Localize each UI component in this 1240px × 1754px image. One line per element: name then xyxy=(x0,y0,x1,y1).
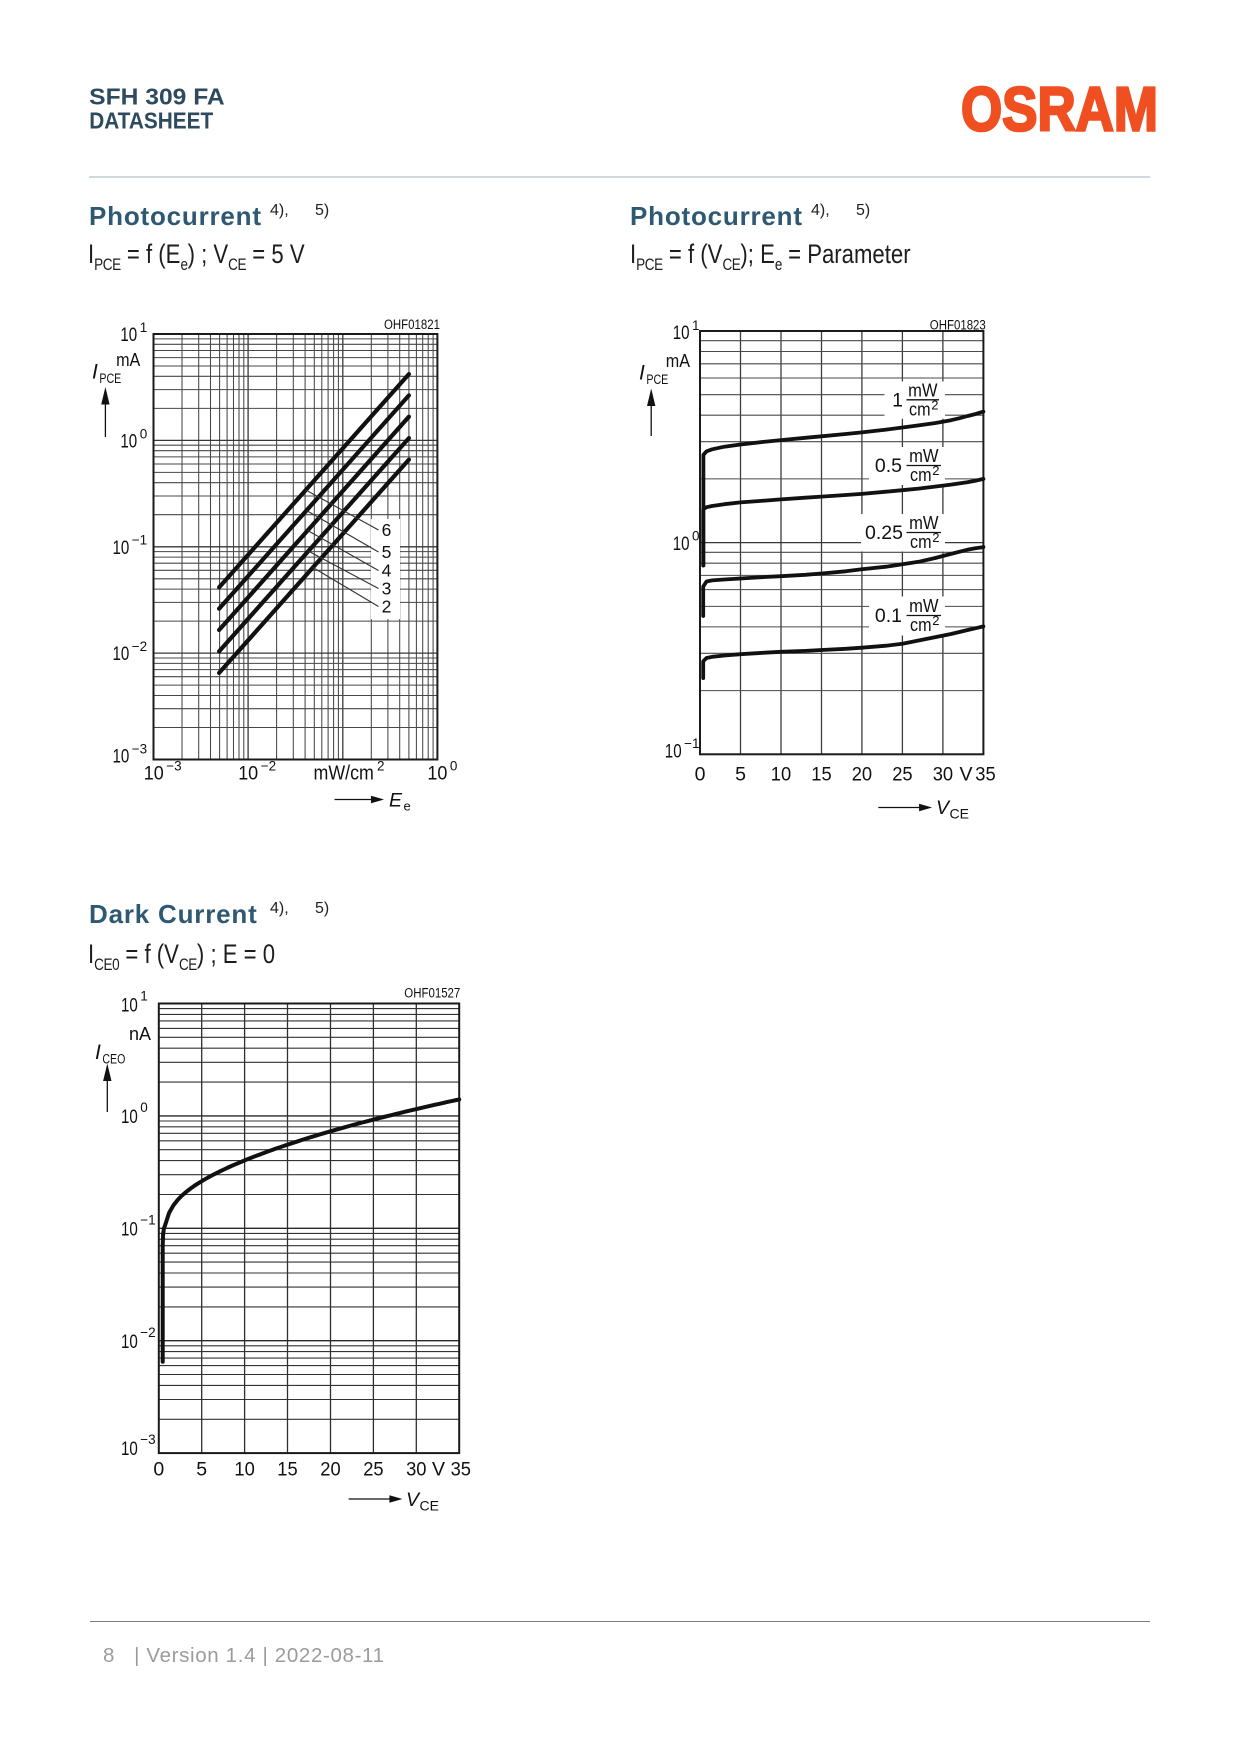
svg-text:mA: mA xyxy=(116,349,141,370)
svg-text:0: 0 xyxy=(140,426,148,441)
svg-text:IPCE: I PCE xyxy=(92,361,121,387)
svg-text:10: 10 xyxy=(121,1331,138,1353)
svg-text:2: 2 xyxy=(382,597,392,617)
svg-text:10: 10 xyxy=(121,1438,138,1460)
svg-text:10: 10 xyxy=(113,537,130,559)
svg-text:10: 10 xyxy=(673,322,690,344)
svg-text:−3: −3 xyxy=(166,758,181,773)
svg-text:cm: cm xyxy=(910,615,932,635)
svg-text:20: 20 xyxy=(852,764,873,786)
svg-text:1: 1 xyxy=(140,320,148,335)
svg-text:2: 2 xyxy=(931,397,938,412)
svg-text:0: 0 xyxy=(692,529,700,544)
svg-text:OHF01527: OHF01527 xyxy=(404,986,460,1002)
svg-text:nA: nA xyxy=(129,1023,152,1044)
svg-text:35: 35 xyxy=(451,1459,472,1481)
svg-text:3: 3 xyxy=(382,579,392,599)
svg-text:Ee: Ee xyxy=(389,790,411,814)
svg-text:1: 1 xyxy=(140,989,148,1004)
svg-text:25: 25 xyxy=(892,764,913,786)
svg-text:10: 10 xyxy=(120,431,137,453)
svg-text:35: 35 xyxy=(975,764,996,786)
svg-text:30: 30 xyxy=(933,764,954,786)
svg-text:mW: mW xyxy=(909,446,938,466)
svg-text:SFH 309 FA: SFH 309 FA xyxy=(89,84,225,110)
svg-text:5: 5 xyxy=(735,764,746,786)
svg-text:5: 5 xyxy=(196,1459,207,1481)
svg-text:cm: cm xyxy=(910,465,932,485)
svg-text:0.25: 0.25 xyxy=(865,522,903,544)
svg-text:OHF01823: OHF01823 xyxy=(930,318,986,334)
svg-text:−3: −3 xyxy=(140,1432,155,1447)
svg-text:VCE: VCE xyxy=(936,797,969,822)
svg-text:1: 1 xyxy=(892,389,903,411)
svg-text:−1: −1 xyxy=(140,1212,155,1227)
svg-text:−1: −1 xyxy=(684,736,699,751)
svg-text:OHF01821: OHF01821 xyxy=(384,317,440,333)
svg-text:VCE: VCE xyxy=(406,1489,439,1514)
svg-text:0: 0 xyxy=(695,764,706,786)
svg-text:IPCE: I PCE xyxy=(639,362,668,388)
svg-text:30: 30 xyxy=(406,1459,427,1481)
svg-text:DATASHEET: DATASHEET xyxy=(89,108,213,134)
svg-text:25: 25 xyxy=(363,1459,384,1481)
svg-text:5: 5 xyxy=(382,542,392,562)
svg-text:10: 10 xyxy=(121,995,138,1017)
svg-text:10: 10 xyxy=(673,533,690,555)
svg-text:mW: mW xyxy=(909,513,938,533)
svg-text:−3: −3 xyxy=(132,741,147,756)
svg-text:10: 10 xyxy=(121,1106,138,1128)
svg-text:10: 10 xyxy=(144,763,164,785)
svg-text:cm: cm xyxy=(909,399,931,419)
svg-text:10: 10 xyxy=(113,643,130,665)
svg-text:0: 0 xyxy=(450,758,458,773)
svg-text:15: 15 xyxy=(277,1459,298,1481)
svg-text:cm: cm xyxy=(910,532,932,552)
svg-text:−1: −1 xyxy=(132,533,147,548)
svg-text:mW: mW xyxy=(909,596,938,616)
svg-text:−2: −2 xyxy=(132,639,147,654)
svg-text:0: 0 xyxy=(153,1459,164,1481)
svg-text:1: 1 xyxy=(692,318,700,333)
svg-text:10: 10 xyxy=(234,1459,255,1481)
svg-text:mW: mW xyxy=(908,380,937,400)
svg-text:10: 10 xyxy=(113,746,130,768)
svg-text:mA: mA xyxy=(666,350,691,371)
svg-text:−2: −2 xyxy=(261,758,276,773)
svg-text:−2: −2 xyxy=(140,1325,155,1340)
svg-text:20: 20 xyxy=(320,1459,341,1481)
svg-text:V: V xyxy=(432,1459,445,1481)
svg-text:2: 2 xyxy=(377,759,385,774)
svg-text:10: 10 xyxy=(121,1218,138,1240)
svg-text:2: 2 xyxy=(932,530,939,545)
svg-text:mW/cm: mW/cm xyxy=(314,763,374,785)
svg-text:0.5: 0.5 xyxy=(875,455,902,477)
svg-text:OSRAM: OSRAM xyxy=(961,76,1158,141)
svg-text:6: 6 xyxy=(382,520,392,540)
svg-text:4: 4 xyxy=(382,561,392,581)
svg-text:15: 15 xyxy=(811,764,832,786)
svg-text:10: 10 xyxy=(427,763,447,785)
svg-text:10: 10 xyxy=(665,740,682,762)
svg-text:2: 2 xyxy=(932,613,939,628)
svg-text:10: 10 xyxy=(120,324,137,346)
svg-text:0: 0 xyxy=(140,1100,148,1115)
svg-text:V: V xyxy=(959,764,972,786)
svg-text:10: 10 xyxy=(238,763,258,785)
svg-text:10: 10 xyxy=(771,764,792,786)
svg-text:2: 2 xyxy=(932,463,939,478)
svg-text:0.1: 0.1 xyxy=(875,605,902,627)
